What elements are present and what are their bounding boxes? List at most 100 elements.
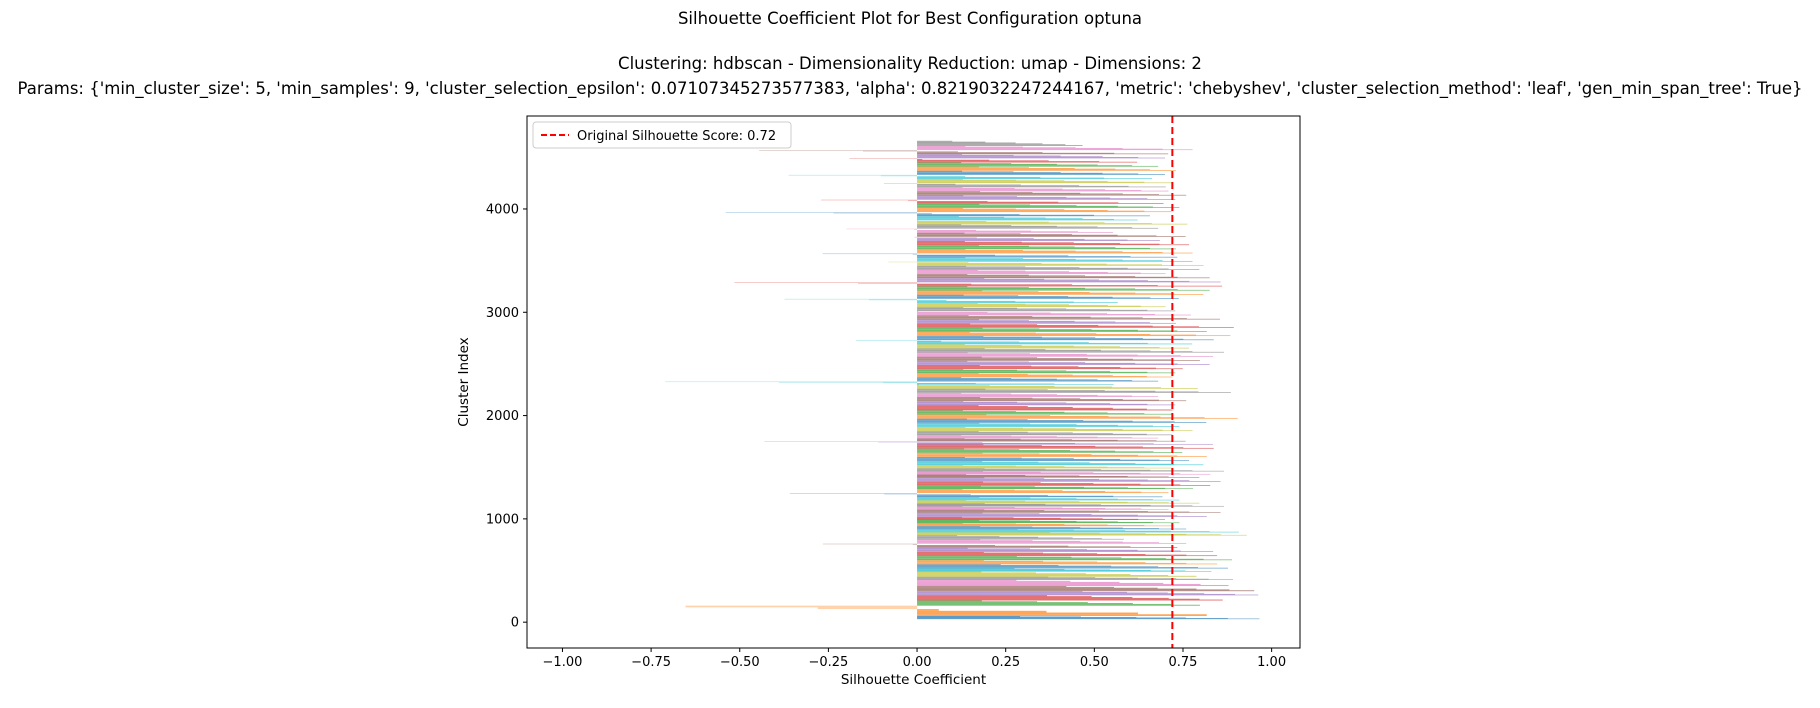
silhouette-bar-cluster-105 xyxy=(917,192,1033,193)
silhouette-bar-cluster-116 xyxy=(917,145,966,147)
silhouette-bar-cluster-23 xyxy=(917,517,1014,518)
silhouette-bar-cluster-23 xyxy=(917,518,1139,520)
silhouette-bar-cluster-81 xyxy=(917,294,1204,295)
silhouette-bar-cluster-68 xyxy=(917,346,1121,348)
silhouette-bar-cluster-1 xyxy=(917,609,939,611)
silhouette-bar-cluster-82 xyxy=(917,287,1029,288)
silhouette-bar-cluster-21 xyxy=(917,524,1065,525)
silhouette-bar-cluster-37 xyxy=(917,469,1151,471)
silhouette-bar-cluster-26 xyxy=(917,506,963,508)
silhouette-bar-cluster-58 xyxy=(917,386,1113,388)
silhouette-bar-cluster-7 xyxy=(917,579,1234,580)
silhouette-bar-cluster-47 xyxy=(917,433,1147,435)
silhouette-bar-cluster-53 xyxy=(917,407,1113,409)
silhouette-bar-cluster-102 xyxy=(917,206,1153,208)
silhouette-bar-cluster-83 xyxy=(917,285,1223,287)
silhouette-bar-cluster-93 xyxy=(917,244,1190,246)
silhouette-bar-cluster-81 xyxy=(917,291,1090,293)
plot-frame xyxy=(526,115,1301,649)
silhouette-bar-cluster-70 xyxy=(917,336,1042,338)
silhouette-bar-cluster-20 xyxy=(917,527,1123,529)
silhouette-bar-cluster-108 xyxy=(917,180,1065,182)
silhouette-bar-cluster-102 xyxy=(917,204,1031,206)
silhouette-bar-cluster-61 xyxy=(917,374,1073,376)
silhouette-bar-cluster-62 xyxy=(917,372,1176,374)
silhouette-bar-cluster-57 xyxy=(917,392,1231,393)
x-tick-label: 0.50 xyxy=(1080,655,1109,670)
silhouette-bar-cluster-99 xyxy=(917,218,1114,220)
silhouette-bar-cluster-57 xyxy=(917,390,1156,392)
silhouette-bar-cluster-12 xyxy=(917,559,1232,561)
silhouette-bar-cluster-5 xyxy=(917,586,1067,587)
silhouette-bar-cluster-30 xyxy=(917,495,1048,496)
silhouette-bar-cluster-45 xyxy=(917,438,965,439)
silhouette-bar-cluster-25 xyxy=(917,510,1045,511)
silhouette-bar-cluster-49 xyxy=(917,424,1118,426)
silhouette-bar-cluster-35 xyxy=(917,477,1200,478)
silhouette-bar-cluster-101 xyxy=(917,209,1065,211)
silhouette-bar-cluster-6 xyxy=(917,581,1120,583)
silhouette-bar-cluster-56 xyxy=(917,394,1098,396)
silhouette-bar-cluster-23 xyxy=(917,517,1061,519)
silhouette-bar-cluster-114 xyxy=(917,157,1166,159)
silhouette-bar-cluster-106 xyxy=(917,190,1169,192)
silhouette-bar-cluster-81 xyxy=(917,291,1039,292)
silhouette-bar-cluster-32 xyxy=(917,485,981,487)
silhouette-bar-cluster-10 xyxy=(917,565,1059,566)
silhouette-bar-cluster-31 xyxy=(917,492,1169,494)
silhouette-bar-cluster-39 xyxy=(917,462,1090,464)
silhouette-bar-cluster-75 xyxy=(917,318,1221,320)
y-tick-label: 1000 xyxy=(486,512,519,527)
silhouette-bar-cluster-75 xyxy=(917,315,969,317)
silhouette-bar-cluster-52 xyxy=(917,413,1145,414)
silhouette-bar-cluster-108 xyxy=(917,179,963,180)
silhouette-bar-cluster-110 xyxy=(917,172,1061,173)
silhouette-bar-cluster-13 xyxy=(917,553,1098,554)
silhouette-bar-cluster-37 xyxy=(917,469,1101,470)
silhouette-bar-cluster-2 xyxy=(917,604,1200,606)
silhouette-bar-cluster-24 xyxy=(917,516,1207,517)
silhouette-bar-cluster-13 xyxy=(917,552,1044,554)
silhouette-bar-cluster-107 xyxy=(917,184,1021,186)
silhouette-bar-cluster-81 xyxy=(917,293,1175,295)
silhouette-bar-cluster-43 xyxy=(917,447,1184,448)
silhouette-bar-cluster-83 xyxy=(917,284,1073,286)
silhouette-bar-cluster-106 xyxy=(917,187,1015,189)
silhouette-bar-cluster-87 xyxy=(917,267,1128,269)
silhouette-bar-cluster-90 xyxy=(917,255,1069,257)
silhouette-bar-cluster-80 xyxy=(917,294,964,296)
silhouette-bar-cluster-29 xyxy=(917,497,980,498)
silhouette-bar-cluster-67 xyxy=(917,350,1151,352)
silhouette-bar-cluster-32 xyxy=(917,487,1128,488)
silhouette-bar-cluster-6 xyxy=(917,580,1071,582)
silhouette-bar-cluster-56 xyxy=(917,392,962,394)
silhouette-bar-cluster-1 xyxy=(685,605,918,608)
y-tick-label: 0 xyxy=(511,616,519,631)
silhouette-bar-cluster-41 xyxy=(917,452,983,454)
silhouette-bar-cluster-10 xyxy=(917,567,1198,568)
silhouette-bar-cluster-38 xyxy=(917,467,1172,469)
silhouette-bar-cluster-76 xyxy=(917,312,1051,314)
silhouette-bar-cluster-46 xyxy=(917,436,1098,438)
silhouette-bar-cluster-46 xyxy=(917,436,1057,437)
silhouette-bar-cluster-98 xyxy=(917,223,1152,224)
silhouette-bar-cluster-0 xyxy=(917,616,1081,618)
silhouette-bar-cluster-42 xyxy=(917,450,1071,451)
silhouette-bar-cluster-91 xyxy=(917,251,1123,253)
silhouette-bar-cluster-25 xyxy=(917,512,1221,513)
silhouette-bar-cluster-101 xyxy=(917,207,963,209)
silhouette-bar-cluster-77 xyxy=(917,309,1111,310)
silhouette-bar-cluster-48 xyxy=(917,428,1076,429)
silhouette-bar-cluster-86 xyxy=(917,271,1069,272)
silhouette-bar-cluster-4 xyxy=(917,594,1259,596)
silhouette-bar-cluster-36 xyxy=(917,471,1041,473)
silhouette-bar-cluster-5 xyxy=(917,588,1197,590)
silhouette-bar-cluster-97 xyxy=(917,227,1133,228)
silhouette-bar-cluster-99 xyxy=(917,218,1083,219)
silhouette-bar-cluster-88 xyxy=(917,263,1042,264)
silhouette-bar-cluster-114 xyxy=(917,154,1014,156)
silhouette-bar-cluster-95 xyxy=(917,236,1186,237)
silhouette-bar-cluster-85 xyxy=(917,276,1136,277)
silhouette-bar-cluster-46 xyxy=(917,435,962,436)
silhouette-bar-cluster-66 xyxy=(917,354,1138,356)
